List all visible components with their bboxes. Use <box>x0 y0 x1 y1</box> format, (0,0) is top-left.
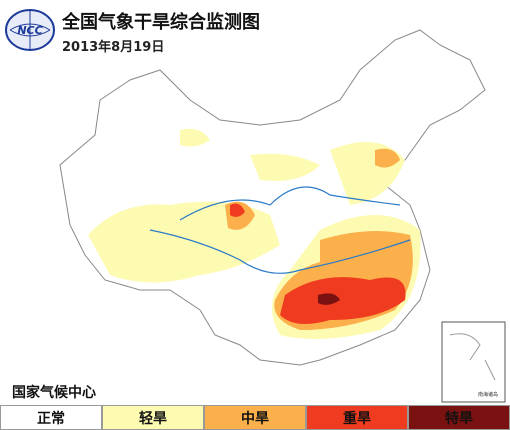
logo-text: NCC <box>17 24 42 37</box>
legend-item: 特旱 <box>408 405 510 430</box>
legend-item: 轻旱 <box>102 405 204 430</box>
legend-item: 重旱 <box>306 405 408 430</box>
drought-areas <box>88 128 421 339</box>
title: 全国气象干旱综合监测图 <box>62 12 260 33</box>
inset-map: 南海诸岛 <box>441 321 506 403</box>
legend: 正常 轻旱 中旱 重旱 特旱 <box>0 405 510 430</box>
legend-item: 正常 <box>0 405 102 430</box>
logo: NCC <box>5 9 55 51</box>
legend-item: 中旱 <box>204 405 306 430</box>
date: 2013年8月19日 <box>62 40 165 55</box>
organization: 国家气候中心 <box>12 385 96 401</box>
inset-label: 南海诸岛 <box>478 391 498 398</box>
rivers <box>149 186 411 274</box>
china-outline <box>59 29 486 366</box>
